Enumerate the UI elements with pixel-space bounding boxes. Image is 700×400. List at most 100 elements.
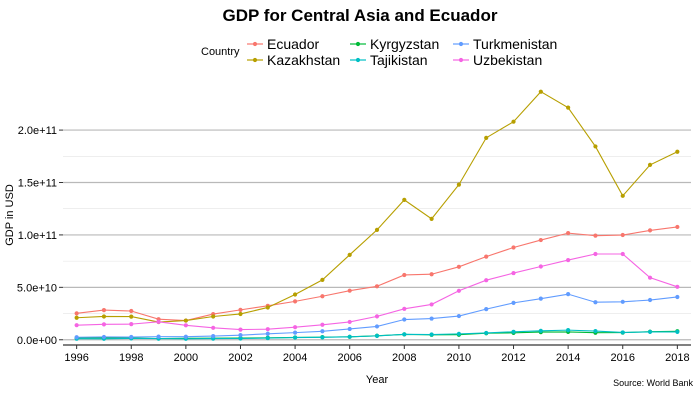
data-point-uzbekistan: [620, 251, 625, 257]
data-point-tajikistan: [484, 330, 489, 336]
data-point-turkmenistan: [347, 326, 352, 332]
data-point-kazakhstan: [429, 216, 434, 221]
data-point-kazakhstan: [101, 314, 107, 319]
legend-title: Country: [201, 46, 240, 58]
data-point-turkmenistan: [211, 333, 216, 339]
x-tick-label: 1998: [119, 352, 143, 364]
data-point-ecuador: [429, 272, 434, 277]
data-point-turkmenistan: [593, 300, 598, 305]
data-point-turkmenistan: [265, 331, 270, 336]
data-point-turkmenistan: [647, 297, 653, 303]
data-point-uzbekistan: [374, 314, 380, 319]
legend-item-turkmenistan: Turkmenistan: [453, 36, 557, 52]
plot-panel: [63, 85, 691, 345]
data-point-kazakhstan: [593, 144, 598, 149]
data-point-ecuador: [320, 294, 325, 299]
legend-label: Ecuador: [267, 36, 319, 52]
data-point-turkmenistan: [402, 317, 407, 322]
data-point-uzbekistan: [647, 275, 653, 280]
data-point-tajikistan: [538, 328, 543, 333]
data-point-tajikistan: [292, 335, 298, 340]
legend-key-point: [458, 41, 464, 47]
data-point-kazakhstan: [211, 314, 216, 319]
data-point-kazakhstan: [620, 193, 625, 198]
data-point-uzbekistan: [675, 284, 680, 289]
data-point-turkmenistan: [538, 296, 543, 301]
y-axis: 0.0e+00 5.0e+10 1.0e+11 1.5e+11 2.0e+11: [17, 125, 63, 347]
data-point-ecuador: [74, 311, 79, 316]
data-point-kazakhstan: [183, 318, 188, 323]
x-tick-label: 2018: [665, 352, 689, 364]
x-tick-label: 2000: [174, 352, 198, 364]
chart-title: GDP for Central Asia and Ecuador: [223, 6, 498, 25]
data-point-turkmenistan: [74, 335, 79, 340]
data-point-uzbekistan: [211, 325, 216, 330]
data-point-turkmenistan: [183, 334, 188, 339]
data-point-turkmenistan: [429, 316, 434, 321]
data-point-ecuador: [238, 307, 243, 312]
data-point-ecuador: [347, 288, 352, 293]
data-point-tajikistan: [265, 335, 270, 341]
data-point-ecuador: [402, 272, 407, 278]
data-point-uzbekistan: [74, 323, 79, 328]
data-point-kazakhstan: [129, 314, 134, 319]
x-tick-label: 2016: [610, 352, 634, 364]
data-point-ecuador: [620, 232, 625, 238]
data-point-kazakhstan: [647, 162, 653, 167]
data-point-turkmenistan: [456, 313, 462, 319]
data-point-turkmenistan: [238, 333, 243, 338]
data-point-tajikistan: [647, 329, 653, 334]
data-point-uzbekistan: [456, 288, 462, 293]
y-axis-title: GDP in USD: [4, 184, 16, 246]
data-point-kazakhstan: [347, 252, 352, 257]
data-point-ecuador: [511, 245, 516, 250]
data-point-kazakhstan: [566, 105, 571, 110]
x-tick-label: 2006: [337, 352, 361, 364]
x-tick-label: 2014: [556, 352, 580, 364]
data-point-ecuador: [292, 299, 298, 304]
data-point-kazakhstan: [74, 315, 79, 320]
legend-key-point: [252, 41, 258, 47]
data-point-tajikistan: [511, 329, 516, 334]
x-tick-label: 1996: [64, 352, 88, 364]
data-point-kazakhstan: [402, 197, 407, 203]
x-tick-label: 2012: [501, 352, 525, 364]
x-tick-label: 2010: [447, 352, 471, 364]
data-point-tajikistan: [593, 328, 598, 334]
legend-label: Kyrgyzstan: [370, 36, 439, 52]
data-point-turkmenistan: [292, 330, 298, 335]
data-point-tajikistan: [320, 335, 325, 340]
y-tick-label: 1.5e+11: [18, 178, 57, 190]
legend-item-tajikistan: Tajikistan: [350, 52, 428, 68]
data-point-kazakhstan: [511, 119, 516, 124]
data-point-uzbekistan: [183, 323, 188, 328]
data-point-uzbekistan: [320, 322, 325, 327]
legend-item-uzbekistan: Uzbekistan: [453, 52, 542, 68]
series-layer: [74, 89, 680, 341]
data-point-kazakhstan: [238, 311, 243, 317]
data-point-ecuador: [675, 224, 680, 230]
x-tick-label: 2008: [392, 352, 416, 364]
legend-item-kazakhstan: Kazakhstan: [247, 52, 340, 68]
data-point-tajikistan: [374, 333, 380, 338]
series-turkmenistan: [74, 292, 680, 340]
data-point-tajikistan: [566, 328, 571, 333]
data-point-tajikistan: [238, 336, 243, 341]
data-point-turkmenistan: [484, 307, 489, 312]
legend-key-point: [458, 57, 464, 63]
data-point-turkmenistan: [156, 334, 161, 339]
data-point-kazakhstan: [265, 305, 270, 310]
data-point-turkmenistan: [129, 334, 134, 340]
legend-key-point: [252, 57, 258, 63]
data-point-ecuador: [593, 233, 598, 238]
data-point-uzbekistan: [402, 306, 407, 311]
x-tick-label: 2004: [283, 352, 307, 364]
data-point-ecuador: [647, 228, 653, 233]
legend-label: Uzbekistan: [473, 52, 542, 68]
x-tick-label: 2002: [228, 352, 252, 364]
data-point-uzbekistan: [129, 322, 134, 327]
y-tick-label: 1.0e+11: [18, 230, 57, 242]
x-axis: 1996 1998 2000 2002 2004 2006 2008 2010 2012 2014…: [63, 344, 691, 364]
